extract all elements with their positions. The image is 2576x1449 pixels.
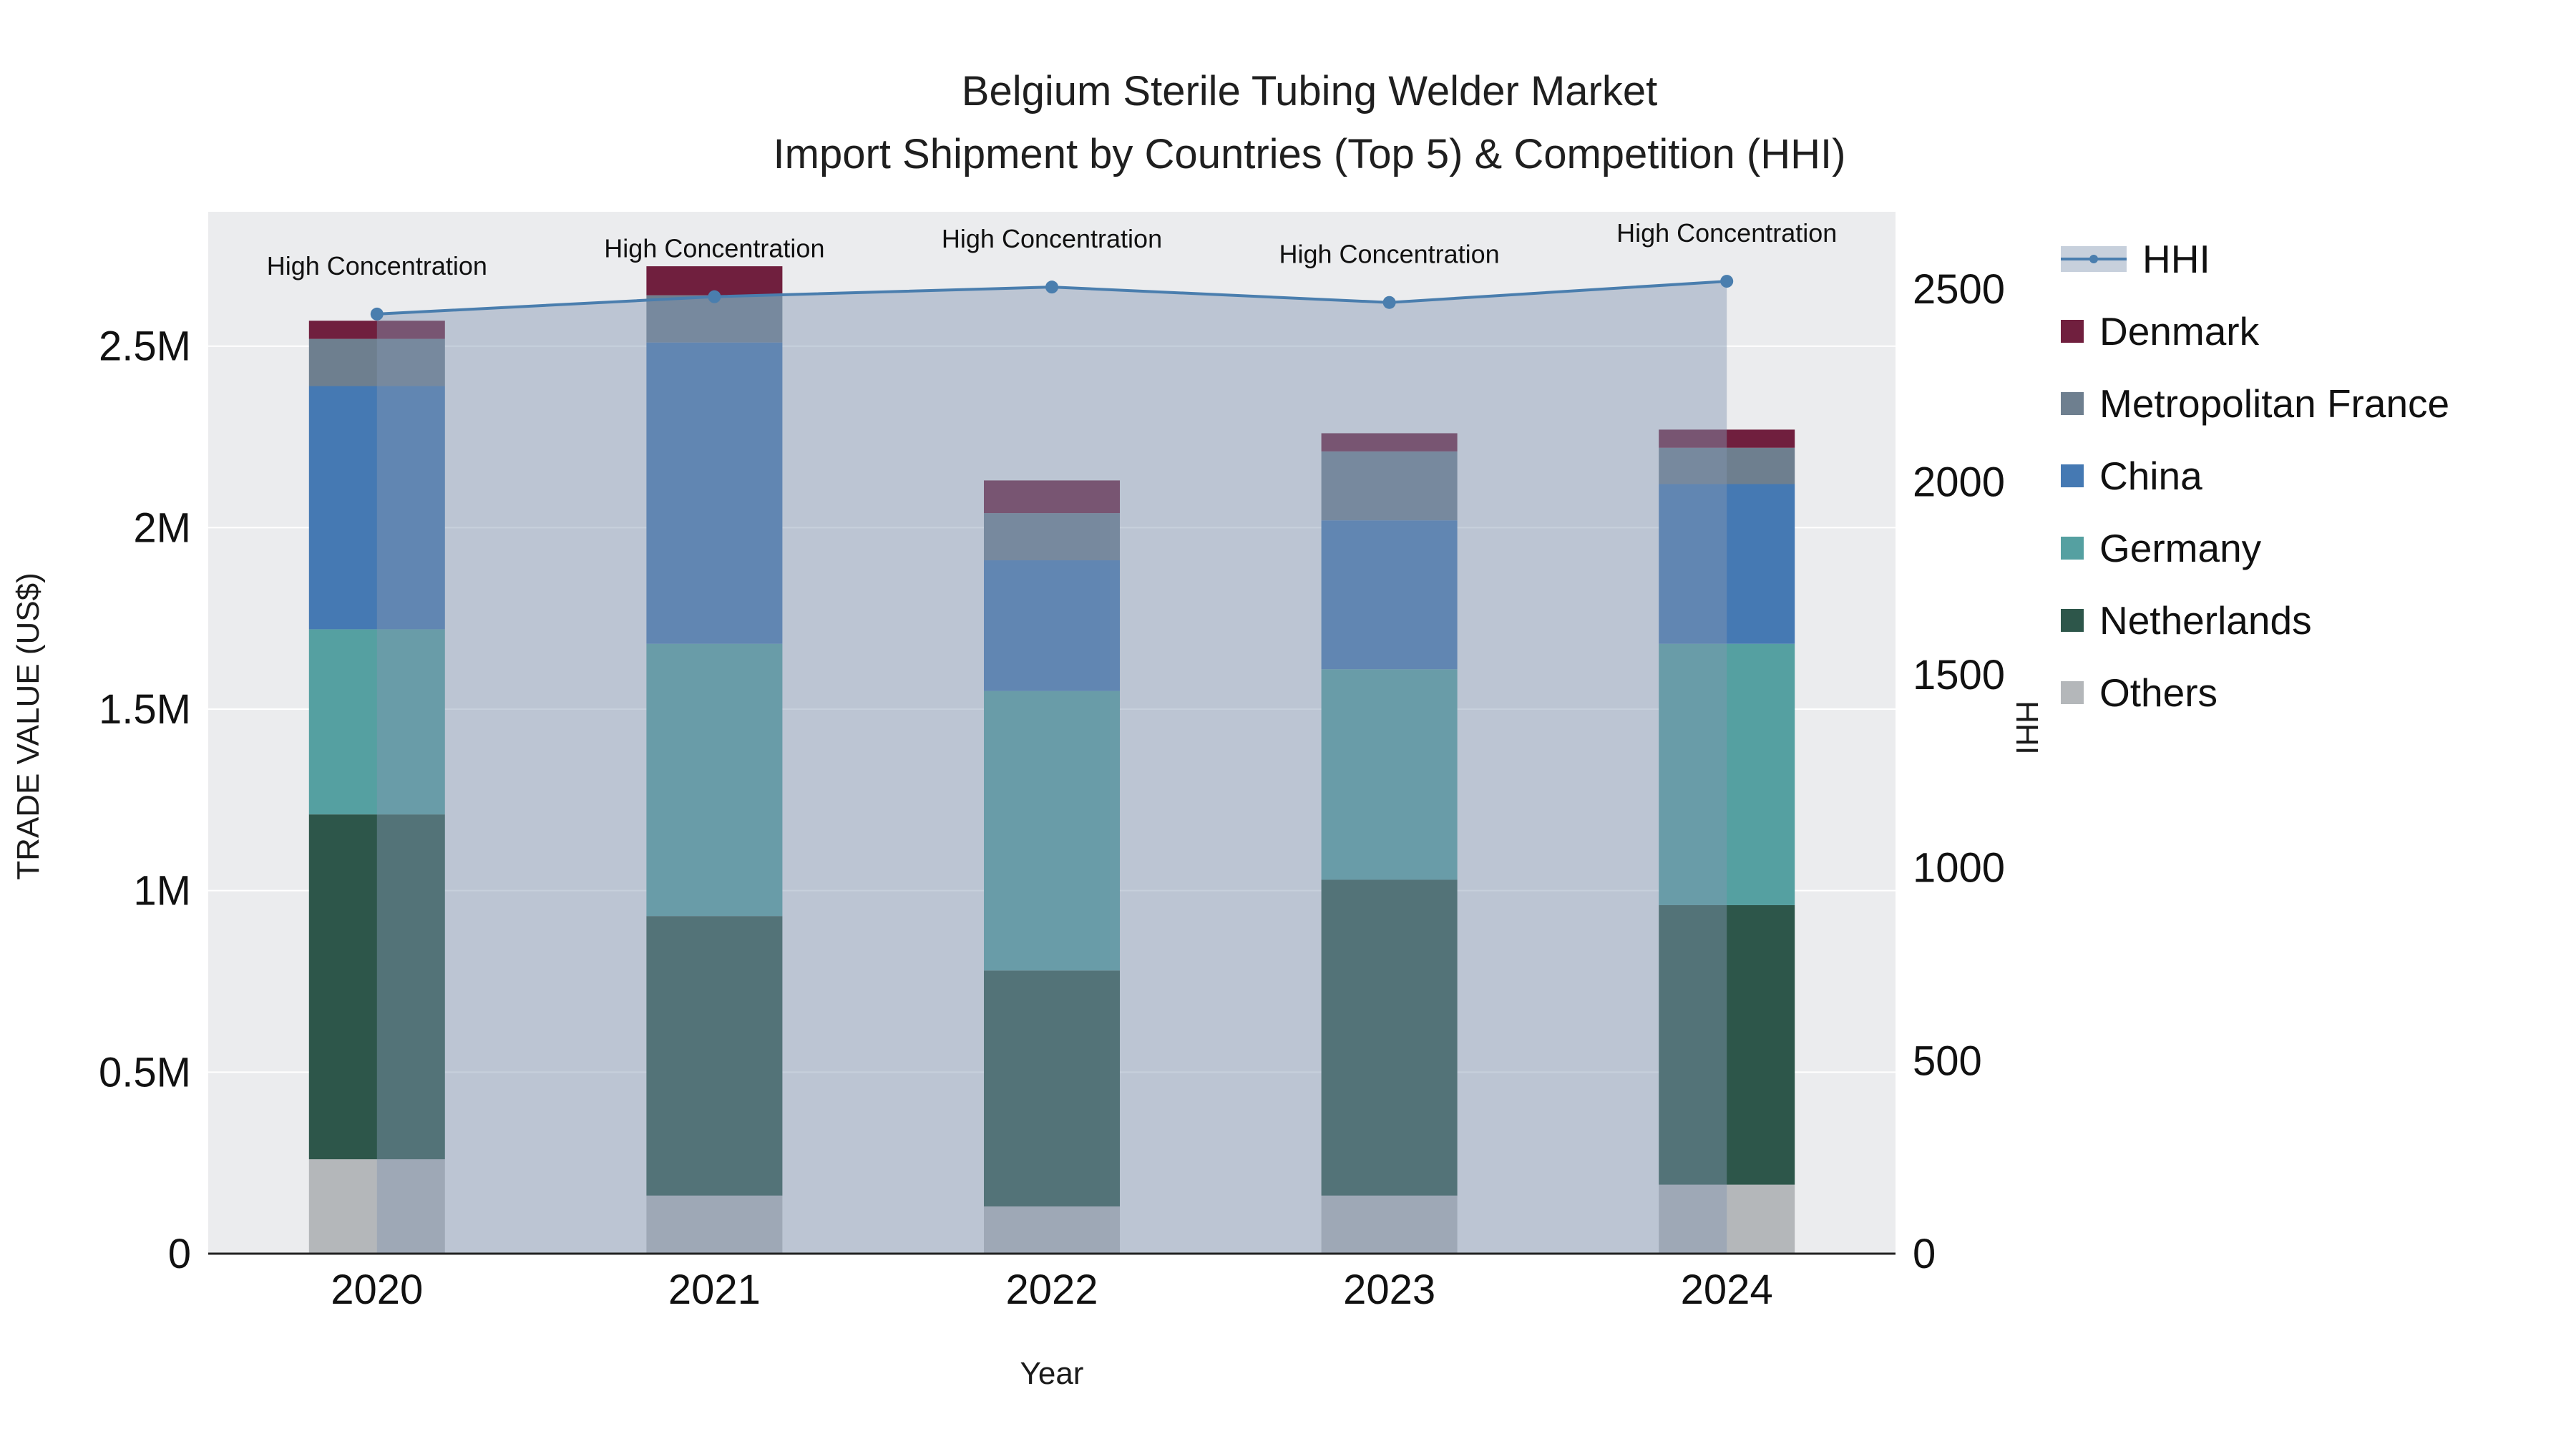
y2-tick-label: 2000 xyxy=(1913,459,2005,505)
annotation-2021: High Concentration xyxy=(604,234,824,263)
legend-item-china[interactable]: China xyxy=(2061,453,2449,499)
hhi-marker-2020[interactable] xyxy=(370,307,384,321)
bar-segment-netherlands-2022[interactable] xyxy=(984,970,1120,1207)
legend-swatch-metropolitan-france xyxy=(2061,392,2084,415)
x-axis-title: Year xyxy=(1020,1356,1084,1391)
legend-item-others[interactable]: Others xyxy=(2061,670,2449,716)
y-tick-label: 2M xyxy=(133,504,191,551)
legend-label-others: Others xyxy=(2099,670,2218,715)
legend-item-hhi[interactable]: HHI xyxy=(2061,236,2449,282)
bar-segment-netherlands-2024[interactable] xyxy=(1659,904,1795,1185)
bar-segment-others-2023[interactable] xyxy=(1321,1195,1458,1254)
bar-segment-germany-2022[interactable] xyxy=(984,691,1120,971)
x-tick-label-2024: 2024 xyxy=(1681,1267,1773,1313)
y2-tick-label: 2500 xyxy=(1913,266,2005,313)
y2-axis-title: HHI xyxy=(2009,701,2044,755)
hhi-marker-2024[interactable] xyxy=(1720,275,1734,288)
bar-segment-netherlands-2021[interactable] xyxy=(646,916,783,1196)
bar-segment-others-2020[interactable] xyxy=(308,1159,445,1254)
legend-item-metropolitan-france[interactable]: Metropolitan France xyxy=(2061,381,2449,426)
bar-segment-metropolitan-france-2023[interactable] xyxy=(1321,451,1458,521)
legend-swatch-others xyxy=(2061,681,2084,704)
bar-segment-others-2021[interactable] xyxy=(646,1195,783,1254)
y2-tick-label: 1000 xyxy=(1913,845,2005,892)
y-tick-label: 0 xyxy=(168,1231,191,1277)
chart-title-line2: Import Shipment by Countries (Top 5) & C… xyxy=(773,131,1846,177)
legend-swatch-hhi xyxy=(2061,246,2127,272)
bar-segment-metropolitan-france-2021[interactable] xyxy=(646,295,783,343)
legend-label-netherlands: Netherlands xyxy=(2099,598,2312,643)
y2-tick-label: 0 xyxy=(1913,1231,1936,1277)
x-tick-label-2021: 2021 xyxy=(668,1267,761,1313)
x-tick-label-2020: 2020 xyxy=(331,1267,423,1313)
hhi-marker-2021[interactable] xyxy=(708,290,721,303)
bar-segment-germany-2023[interactable] xyxy=(1321,669,1458,880)
hhi-marker-2022[interactable] xyxy=(1045,280,1058,294)
hhi-area-fill xyxy=(376,281,1727,1254)
legend: HHI Denmark Metropolitan France China German… xyxy=(2061,236,2449,742)
y-tick-label: 1M xyxy=(133,868,191,914)
x-tick-label-2023: 2023 xyxy=(1343,1267,1435,1313)
chart-title-line1: Belgium Sterile Tubing Welder Market xyxy=(961,68,1658,114)
bar-segment-denmark-2022[interactable] xyxy=(984,480,1120,514)
bar-segment-china-2024[interactable] xyxy=(1659,484,1795,644)
bar-segment-china-2020[interactable] xyxy=(308,386,445,630)
legend-item-germany[interactable]: Germany xyxy=(2061,525,2449,571)
legend-swatch-china xyxy=(2061,464,2084,487)
y2-tick-label: 1500 xyxy=(1913,652,2005,698)
legend-label-china: China xyxy=(2099,454,2202,498)
bar-segment-china-2022[interactable] xyxy=(984,560,1120,691)
legend-swatch-denmark xyxy=(2061,320,2084,343)
legend-marker-glyph xyxy=(2089,255,2098,263)
annotation-2020: High Concentration xyxy=(267,251,487,280)
annotation-2023: High Concentration xyxy=(1279,240,1500,269)
bar-segment-germany-2020[interactable] xyxy=(308,629,445,815)
legend-item-denmark[interactable]: Denmark xyxy=(2061,308,2449,354)
bar-segment-metropolitan-france-2024[interactable] xyxy=(1659,447,1795,484)
y-tick-label: 1.5M xyxy=(99,686,191,733)
legend-label-germany: Germany xyxy=(2099,526,2262,570)
x-tick-label-2022: 2022 xyxy=(1005,1267,1098,1313)
legend-label-denmark: Denmark xyxy=(2099,309,2260,353)
bar-segment-china-2021[interactable] xyxy=(646,342,783,644)
bar-segment-netherlands-2023[interactable] xyxy=(1321,879,1458,1196)
bar-segment-metropolitan-france-2022[interactable] xyxy=(984,513,1120,561)
y2-tick-label: 500 xyxy=(1913,1038,1982,1084)
bar-segment-denmark-2024[interactable] xyxy=(1659,429,1795,448)
bar-segment-china-2023[interactable] xyxy=(1321,520,1458,670)
y-tick-label: 2.5M xyxy=(99,323,191,370)
annotation-2024: High Concentration xyxy=(1616,218,1837,248)
hhi-marker-2023[interactable] xyxy=(1382,296,1396,309)
bar-segment-germany-2021[interactable] xyxy=(646,643,783,917)
bar-segment-denmark-2020[interactable] xyxy=(308,321,445,339)
legend-swatch-netherlands xyxy=(2061,609,2084,632)
bar-segment-others-2024[interactable] xyxy=(1659,1184,1795,1254)
legend-swatch-germany xyxy=(2061,537,2084,560)
legend-label-metropolitan-france: Metropolitan France xyxy=(2099,381,2450,426)
bar-segment-germany-2024[interactable] xyxy=(1659,643,1795,905)
legend-label-hhi: HHI xyxy=(2142,237,2210,281)
y-tick-label: 0.5M xyxy=(99,1049,191,1096)
bar-segment-denmark-2023[interactable] xyxy=(1321,433,1458,452)
annotation-2022: High Concentration xyxy=(942,224,1162,253)
bar-segment-netherlands-2020[interactable] xyxy=(308,814,445,1160)
chart-title: Belgium Sterile Tubing Welder Market Imp… xyxy=(687,60,1932,186)
bar-segment-others-2022[interactable] xyxy=(984,1206,1120,1254)
legend-item-netherlands[interactable]: Netherlands xyxy=(2061,597,2449,643)
y-axis-title: TRADE VALUE (US$) xyxy=(11,572,46,880)
bar-segment-metropolitan-france-2020[interactable] xyxy=(308,338,445,386)
